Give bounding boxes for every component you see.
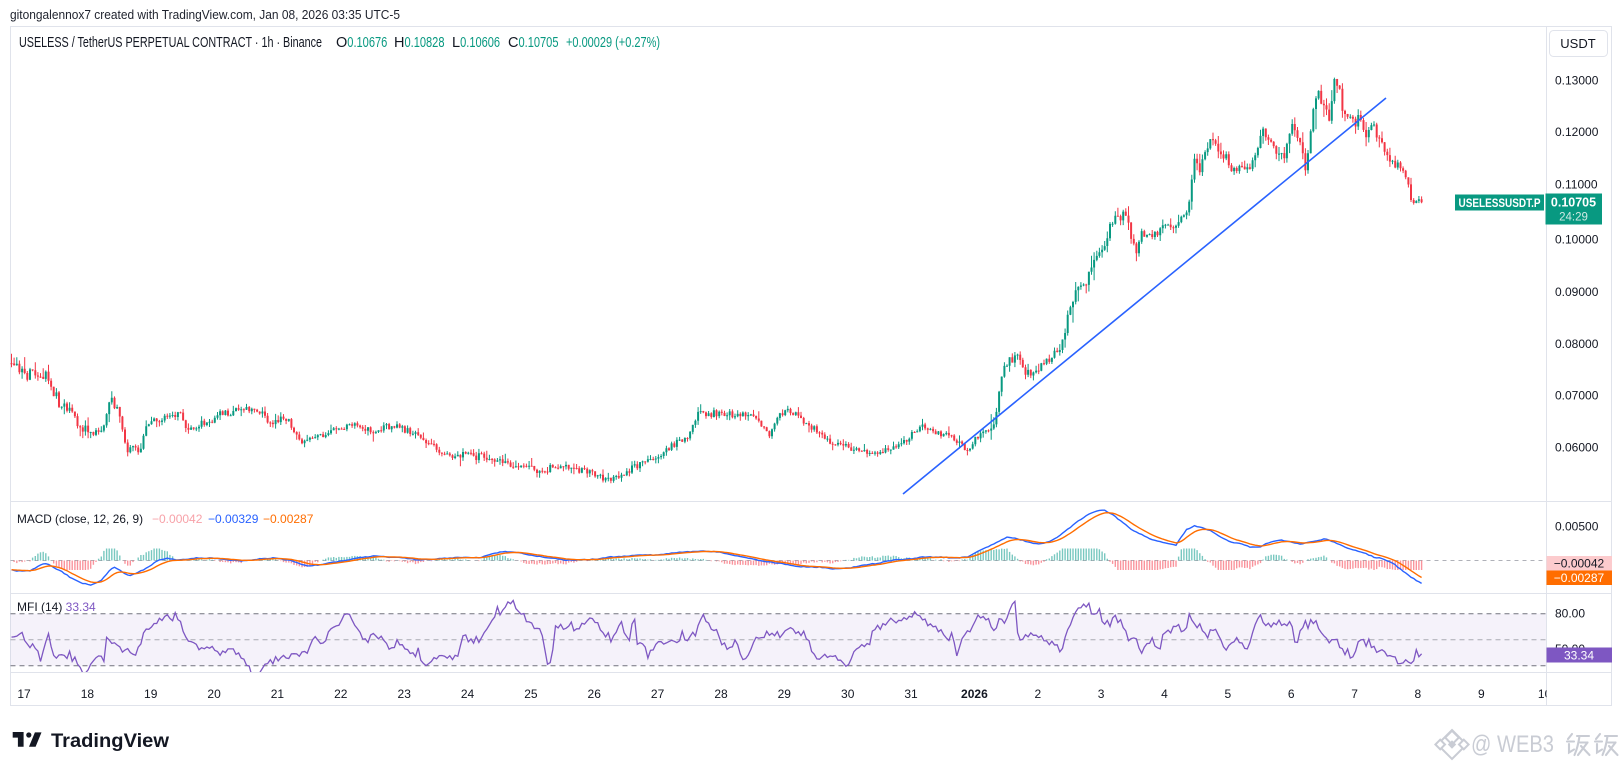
svg-text:L: L xyxy=(452,35,460,51)
svg-text:−0.00287: −0.00287 xyxy=(1554,571,1605,585)
svg-text:gitongalennox7 created with Tr: gitongalennox7 created with TradingView.… xyxy=(10,8,400,22)
svg-text:22: 22 xyxy=(334,687,348,701)
svg-text:7: 7 xyxy=(1351,687,1358,701)
svg-text:0.10606: 0.10606 xyxy=(460,35,500,51)
svg-text:33.34: 33.34 xyxy=(1564,649,1594,663)
svg-text:26: 26 xyxy=(588,687,602,701)
svg-text:0.07000: 0.07000 xyxy=(1555,389,1599,403)
svg-text:25: 25 xyxy=(524,687,538,701)
svg-text:5: 5 xyxy=(1224,687,1231,701)
svg-text:24:29: 24:29 xyxy=(1559,212,1588,224)
svg-text:0.08000: 0.08000 xyxy=(1555,337,1599,351)
svg-text:0.10705: 0.10705 xyxy=(519,35,559,51)
svg-text:27: 27 xyxy=(651,687,665,701)
svg-text:@ WEB3: @ WEB3 xyxy=(1471,731,1554,758)
svg-text:0.10000: 0.10000 xyxy=(1555,233,1599,247)
svg-text:31: 31 xyxy=(904,687,918,701)
svg-text:0.06000: 0.06000 xyxy=(1555,440,1599,454)
svg-text:28: 28 xyxy=(714,687,728,701)
svg-text:3: 3 xyxy=(1098,687,1105,701)
svg-text:0.13000: 0.13000 xyxy=(1555,73,1599,87)
svg-text:2: 2 xyxy=(1034,687,1041,701)
svg-text:18: 18 xyxy=(81,687,95,701)
svg-text:19: 19 xyxy=(144,687,158,701)
svg-text:9: 9 xyxy=(1478,687,1485,701)
svg-text:MACD (close, 12, 26, 9): MACD (close, 12, 26, 9) xyxy=(17,512,143,526)
svg-text:0.12000: 0.12000 xyxy=(1555,125,1599,139)
svg-text:0.10705: 0.10705 xyxy=(1551,196,1596,210)
svg-text:0.09000: 0.09000 xyxy=(1555,285,1599,299)
svg-text:8: 8 xyxy=(1415,687,1422,701)
svg-text:+0.00029 (+0.27%): +0.00029 (+0.27%) xyxy=(566,35,660,51)
svg-text:30: 30 xyxy=(841,687,855,701)
svg-text:17: 17 xyxy=(17,687,31,701)
svg-text:C: C xyxy=(508,35,518,51)
svg-text:−0.00287: −0.00287 xyxy=(263,512,314,526)
svg-text:23: 23 xyxy=(398,687,412,701)
svg-text:USELESSUSDT.P: USELESSUSDT.P xyxy=(1459,198,1541,210)
svg-text:10: 10 xyxy=(1538,687,1552,701)
svg-text:MFI (14) 33.34: MFI (14) 33.34 xyxy=(17,600,96,614)
svg-text:4: 4 xyxy=(1161,687,1168,701)
svg-text:0.10676: 0.10676 xyxy=(347,35,387,51)
svg-text:−0.00329: −0.00329 xyxy=(208,512,259,526)
svg-text:20: 20 xyxy=(207,687,221,701)
svg-text:−0.00042: −0.00042 xyxy=(1554,557,1605,571)
svg-text:−0.00042: −0.00042 xyxy=(152,512,203,526)
svg-text:0.00500: 0.00500 xyxy=(1555,520,1599,534)
svg-text:24: 24 xyxy=(461,687,475,701)
svg-text:0.10828: 0.10828 xyxy=(405,35,445,51)
svg-text:21: 21 xyxy=(271,687,285,701)
svg-text:TradingView: TradingView xyxy=(51,730,170,752)
svg-text:0.11000: 0.11000 xyxy=(1555,177,1598,191)
svg-text:O: O xyxy=(336,35,347,51)
svg-text:H: H xyxy=(394,35,404,51)
svg-text:6: 6 xyxy=(1288,687,1295,701)
svg-text:USDT: USDT xyxy=(1560,36,1595,51)
svg-text:2026: 2026 xyxy=(961,687,988,701)
svg-text:29: 29 xyxy=(778,687,792,701)
svg-text:80.00: 80.00 xyxy=(1555,607,1585,621)
svg-text:USELESS / TetherUS PERPETUAL C: USELESS / TetherUS PERPETUAL CONTRACT · … xyxy=(19,35,322,51)
